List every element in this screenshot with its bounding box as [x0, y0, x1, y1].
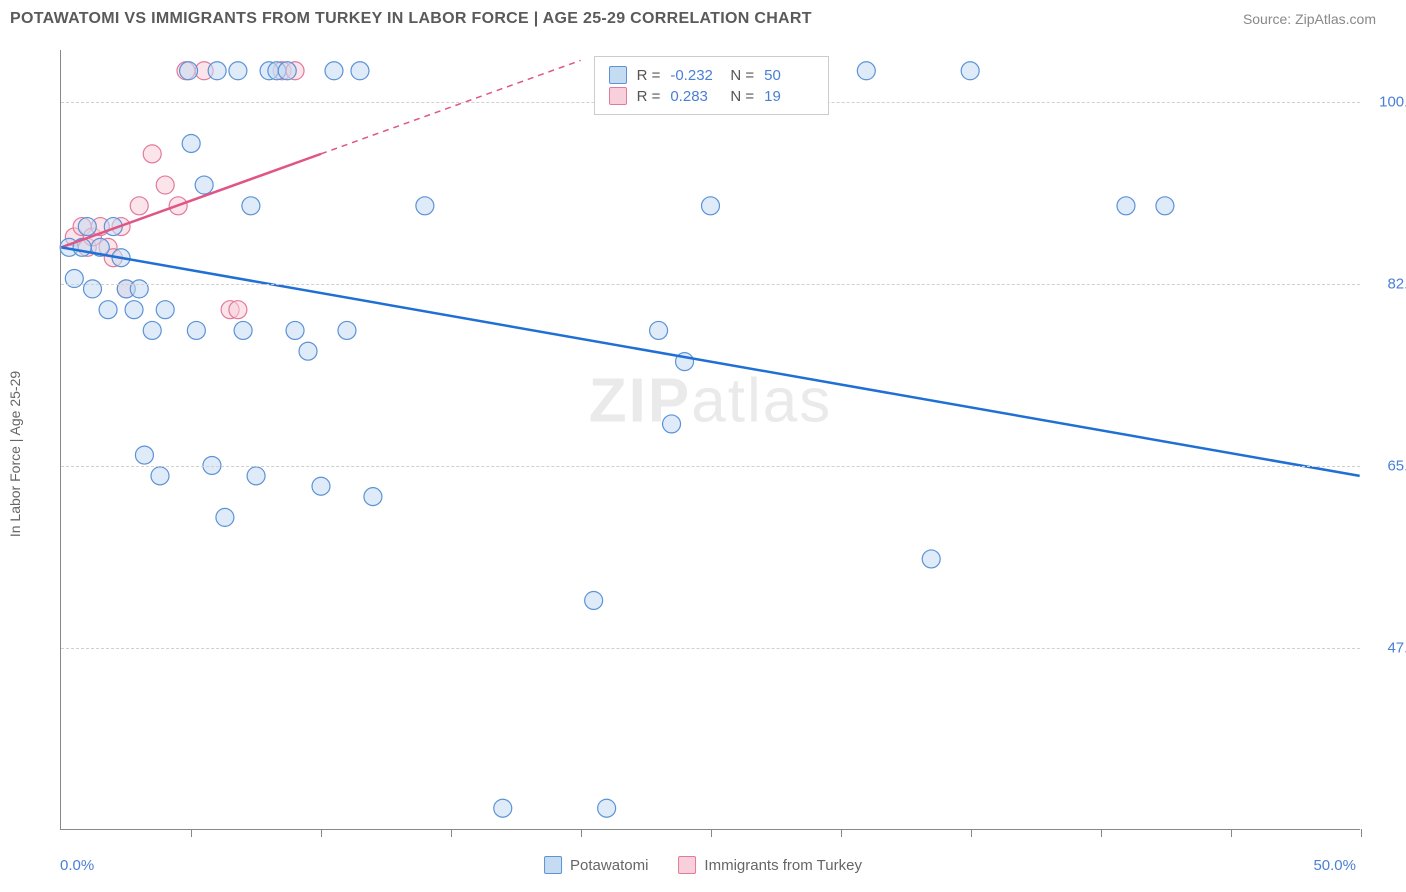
legend-item-1: Potawatomi — [544, 856, 648, 874]
scatter-point-series1 — [598, 799, 616, 817]
scatter-point-series1 — [585, 592, 603, 610]
x-tick — [711, 829, 712, 837]
scatter-point-series1 — [351, 62, 369, 80]
scatter-point-series2 — [156, 176, 174, 194]
scatter-point-series2 — [143, 145, 161, 163]
scatter-point-series1 — [364, 488, 382, 506]
x-tick — [1231, 829, 1232, 837]
legend-label-2: Immigrants from Turkey — [704, 857, 862, 874]
stats-n-val-2: 19 — [764, 88, 814, 105]
x-tick — [841, 829, 842, 837]
x-tick — [1101, 829, 1102, 837]
scatter-point-series1 — [182, 134, 200, 152]
stats-row-2: R = 0.283 N = 19 — [609, 87, 815, 105]
scatter-point-series2 — [130, 197, 148, 215]
scatter-point-series1 — [312, 477, 330, 495]
source-label: Source: ZipAtlas.com — [1243, 11, 1376, 27]
x-tick — [971, 829, 972, 837]
stats-swatch-2 — [609, 87, 627, 105]
scatter-point-series1 — [125, 301, 143, 319]
y-tick-label: 47.5% — [1387, 640, 1406, 657]
x-tick — [191, 829, 192, 837]
stats-n-val-1: 50 — [764, 67, 814, 84]
scatter-point-series1 — [416, 197, 434, 215]
scatter-point-series1 — [135, 446, 153, 464]
y-axis-label: In Labor Force | Age 25-29 — [7, 371, 23, 537]
header: POTAWATOMI VS IMMIGRANTS FROM TURKEY IN … — [0, 0, 1406, 38]
gridline-h — [61, 284, 1360, 285]
x-axis-min-label: 0.0% — [60, 857, 94, 874]
legend-label-1: Potawatomi — [570, 857, 648, 874]
stats-n-label-2: N = — [730, 88, 754, 105]
scatter-point-series1 — [229, 62, 247, 80]
scatter-point-series2 — [229, 301, 247, 319]
stats-row-1: R = -0.232 N = 50 — [609, 66, 815, 84]
legend-swatch-2 — [678, 856, 696, 874]
scatter-point-series1 — [156, 301, 174, 319]
x-tick — [1361, 829, 1362, 837]
stats-swatch-1 — [609, 66, 627, 84]
chart-container: POTAWATOMI VS IMMIGRANTS FROM TURKEY IN … — [0, 0, 1406, 892]
scatter-point-series1 — [650, 321, 668, 339]
scatter-point-series1 — [1156, 197, 1174, 215]
scatter-point-series1 — [216, 508, 234, 526]
scatter-point-series1 — [78, 218, 96, 236]
scatter-point-series1 — [922, 550, 940, 568]
scatter-point-series1 — [1117, 197, 1135, 215]
stats-r-label-1: R = — [637, 67, 661, 84]
scatter-point-series1 — [143, 321, 161, 339]
stats-n-label-1: N = — [730, 67, 754, 84]
gridline-h — [61, 648, 1360, 649]
scatter-point-series1 — [278, 62, 296, 80]
scatter-point-series1 — [247, 467, 265, 485]
scatter-point-series1 — [338, 321, 356, 339]
plot-region: 47.5%65.0%82.5%100.0% R = -0.232 N = 50 … — [60, 50, 1360, 830]
legend-item-2: Immigrants from Turkey — [678, 856, 862, 874]
stats-legend-box: R = -0.232 N = 50 R = 0.283 N = 19 — [594, 56, 830, 115]
scatter-point-series1 — [325, 62, 343, 80]
scatter-point-series1 — [180, 62, 198, 80]
scatter-point-series1 — [242, 197, 260, 215]
scatter-point-series1 — [195, 176, 213, 194]
y-tick-label: 82.5% — [1387, 276, 1406, 293]
scatter-point-series1 — [187, 321, 205, 339]
scatter-point-series1 — [286, 321, 304, 339]
scatter-point-series1 — [130, 280, 148, 298]
regression-line-series2-solid — [61, 154, 321, 247]
scatter-point-series1 — [99, 301, 117, 319]
scatter-point-series1 — [208, 62, 226, 80]
scatter-point-series1 — [299, 342, 317, 360]
legend-bottom: Potawatomi Immigrants from Turkey — [544, 856, 862, 874]
y-tick-label: 65.0% — [1387, 458, 1406, 475]
scatter-point-series1 — [494, 799, 512, 817]
x-axis-max-label: 50.0% — [1313, 857, 1356, 874]
stats-r-label-2: R = — [637, 88, 661, 105]
x-tick — [581, 829, 582, 837]
gridline-h — [61, 466, 1360, 467]
legend-swatch-1 — [544, 856, 562, 874]
x-tick — [321, 829, 322, 837]
scatter-point-series1 — [857, 62, 875, 80]
stats-r-val-1: -0.232 — [670, 67, 720, 84]
regression-line-series1 — [61, 247, 1359, 476]
x-tick — [451, 829, 452, 837]
stats-r-val-2: 0.283 — [670, 88, 720, 105]
y-tick-label: 100.0% — [1379, 94, 1406, 111]
scatter-point-series1 — [702, 197, 720, 215]
plot-svg — [61, 50, 1360, 829]
scatter-point-series1 — [663, 415, 681, 433]
scatter-point-series1 — [151, 467, 169, 485]
chart-area: 47.5%65.0%82.5%100.0% R = -0.232 N = 50 … — [60, 50, 1360, 830]
scatter-point-series1 — [234, 321, 252, 339]
scatter-point-series1 — [84, 280, 102, 298]
chart-title: POTAWATOMI VS IMMIGRANTS FROM TURKEY IN … — [10, 10, 812, 28]
scatter-point-series1 — [961, 62, 979, 80]
